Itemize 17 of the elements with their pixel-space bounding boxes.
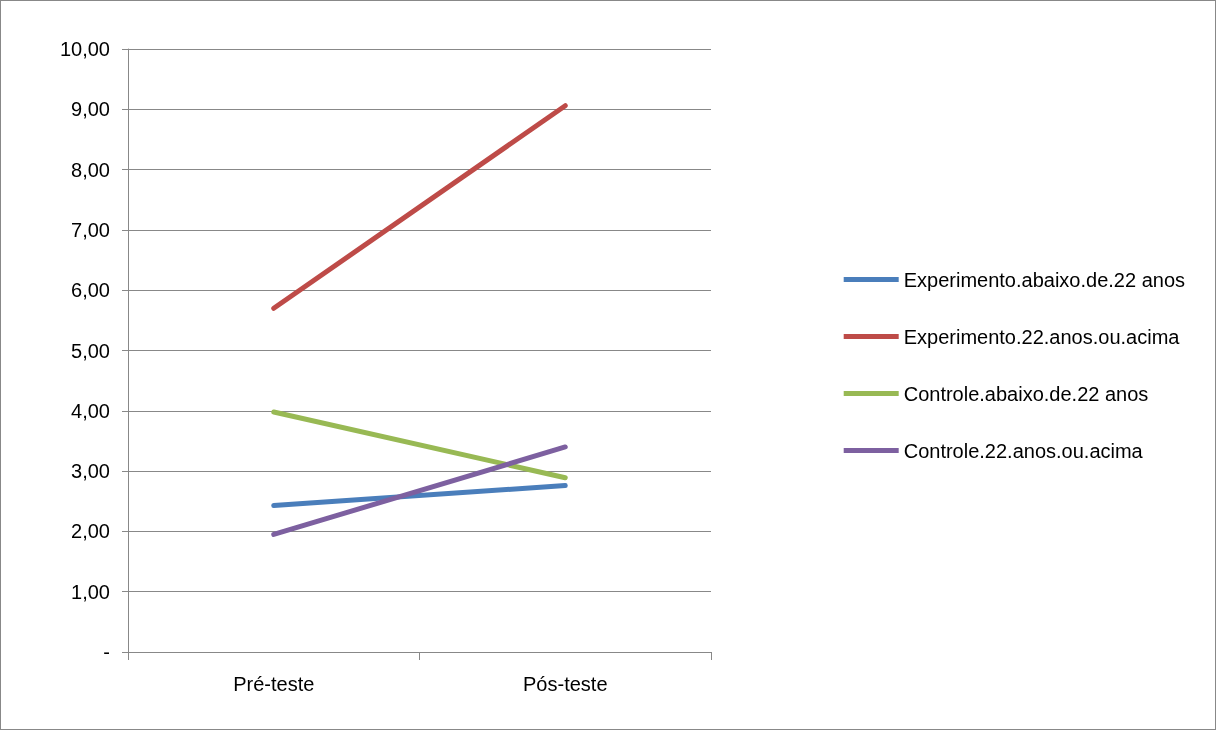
y-tick-label: 6,00 bbox=[71, 279, 110, 302]
y-tick-label: - bbox=[103, 641, 110, 663]
y-tick-label: 9,00 bbox=[71, 98, 110, 121]
legend-label: Controle.22.anos.ou.acima bbox=[903, 439, 1144, 462]
y-tick-label: 2,00 bbox=[71, 520, 110, 543]
y-tick-label: 7,00 bbox=[71, 218, 110, 241]
x-tick-label: Pós-teste bbox=[523, 673, 608, 695]
legend-label: Controle.abaixo.de.22 anos bbox=[903, 382, 1149, 405]
y-tick-label: 3,00 bbox=[71, 460, 110, 483]
legend-label: Experimento.abaixo.de.22 anos bbox=[903, 268, 1186, 291]
y-tick-label: 1,00 bbox=[71, 580, 110, 603]
x-tick-label: Pré-teste bbox=[233, 673, 315, 695]
legend-label: Experimento.22.anos.ou.acima bbox=[903, 325, 1181, 348]
y-tick-label: 10,00 bbox=[59, 38, 110, 60]
y-tick-label: 8,00 bbox=[71, 158, 110, 181]
y-tick-label: 4,00 bbox=[71, 399, 110, 422]
y-tick-label: 5,00 bbox=[71, 339, 110, 362]
